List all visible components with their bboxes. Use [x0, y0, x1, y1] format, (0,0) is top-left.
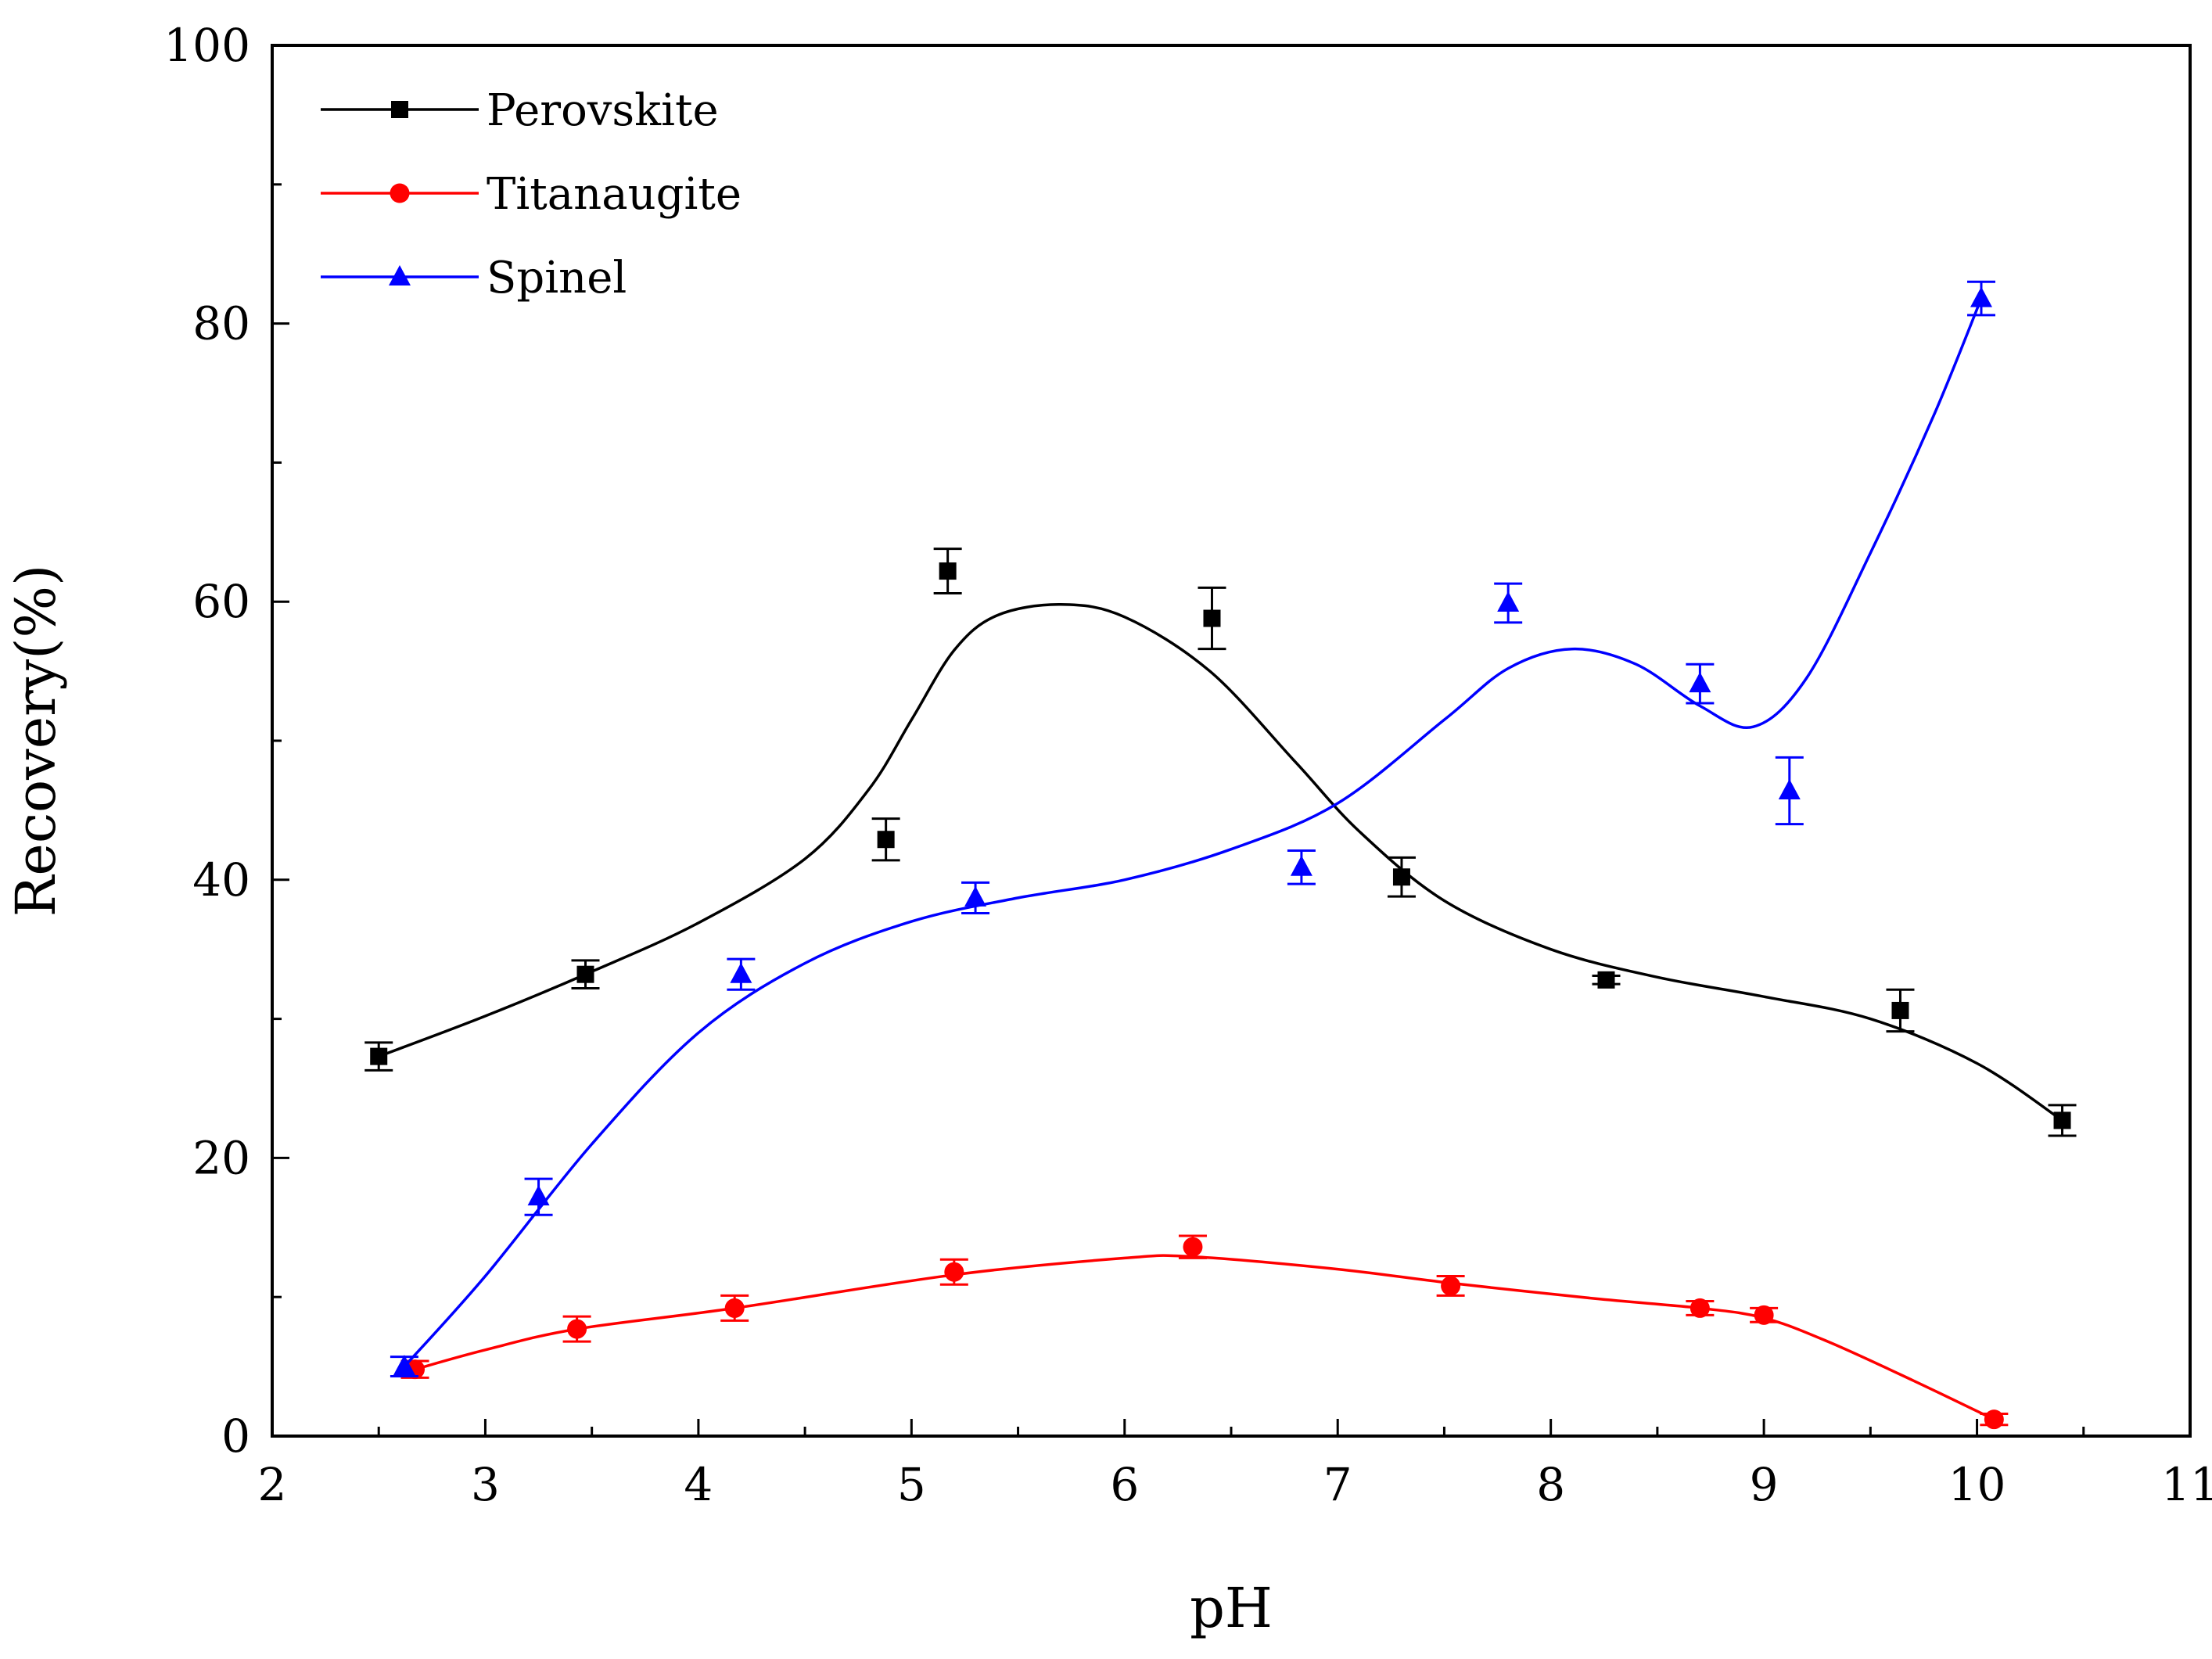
x-tick-label: 3 — [471, 1458, 500, 1511]
x-tick-label: 5 — [897, 1458, 926, 1511]
data-point — [1497, 591, 1520, 612]
y-tick-label: 100 — [163, 19, 250, 72]
data-point — [576, 965, 594, 983]
data-point — [1441, 1276, 1461, 1296]
y-tick-label: 20 — [192, 1131, 250, 1184]
data-point — [1984, 1409, 2004, 1430]
series-layer — [364, 280, 2077, 1430]
y-tick-label: 60 — [192, 575, 250, 628]
fit-curve — [415, 1254, 1995, 1421]
y-tick-label: 80 — [192, 297, 250, 350]
data-point — [567, 1319, 587, 1339]
x-tick-label: 6 — [1110, 1458, 1139, 1511]
data-point — [393, 1355, 415, 1376]
data-point — [1597, 971, 1615, 989]
data-point — [1392, 868, 1410, 886]
x-tick-label: 4 — [684, 1458, 713, 1511]
legend-label: Perovskite — [487, 85, 719, 136]
data-point — [724, 1298, 745, 1318]
legend: Perovskite Titanaugite Spinel — [321, 85, 742, 303]
fit-curve — [378, 603, 2063, 1122]
data-point — [877, 831, 895, 849]
data-point — [939, 562, 957, 580]
data-point — [370, 1047, 388, 1065]
series-titanaugite — [400, 1234, 2009, 1430]
plot-frame — [271, 44, 2192, 1438]
data-point — [1891, 1001, 1909, 1019]
legend-marker — [391, 101, 408, 118]
data-point — [944, 1262, 964, 1282]
series-spinel — [390, 280, 1996, 1378]
fit-curve — [403, 297, 1983, 1368]
y-tick-label: 0 — [221, 1409, 250, 1463]
data-point — [2053, 1111, 2071, 1129]
x-tick-label: 7 — [1323, 1458, 1352, 1511]
data-point — [1970, 286, 1993, 307]
y-tick-label: 40 — [192, 853, 250, 907]
data-point — [964, 885, 987, 907]
data-point — [1689, 672, 1711, 693]
ticks-layer: 2 3 4 5 6 7 8 9 10 11 0 20 40 60 80 100 — [163, 19, 2212, 1511]
legend-label: Spinel — [487, 253, 627, 303]
legend-label: Titanaugite — [487, 169, 742, 220]
data-point — [730, 962, 752, 983]
x-tick-label: 8 — [1536, 1458, 1565, 1511]
x-tick-label: 10 — [1948, 1458, 2006, 1511]
legend-item-perovskite: Perovskite — [321, 85, 719, 136]
y-axis-title: Recovery(%) — [4, 565, 68, 917]
x-tick-label: 9 — [1750, 1458, 1779, 1511]
legend-marker — [389, 265, 411, 285]
data-point — [1183, 1237, 1203, 1257]
data-point — [1778, 779, 1801, 800]
series-perovskite — [364, 548, 2077, 1137]
x-tick-label: 11 — [2161, 1458, 2212, 1511]
data-point — [1754, 1305, 1774, 1325]
legend-item-titanaugite: Titanaugite — [321, 169, 742, 220]
legend-item-spinel: Spinel — [321, 253, 627, 303]
data-point — [1690, 1298, 1710, 1318]
legend-marker — [390, 183, 410, 203]
x-axis-title: pH — [1190, 1576, 1273, 1640]
x-tick-label: 2 — [258, 1458, 287, 1511]
data-point — [527, 1185, 550, 1206]
data-point — [1203, 609, 1221, 627]
data-point — [1290, 855, 1312, 876]
